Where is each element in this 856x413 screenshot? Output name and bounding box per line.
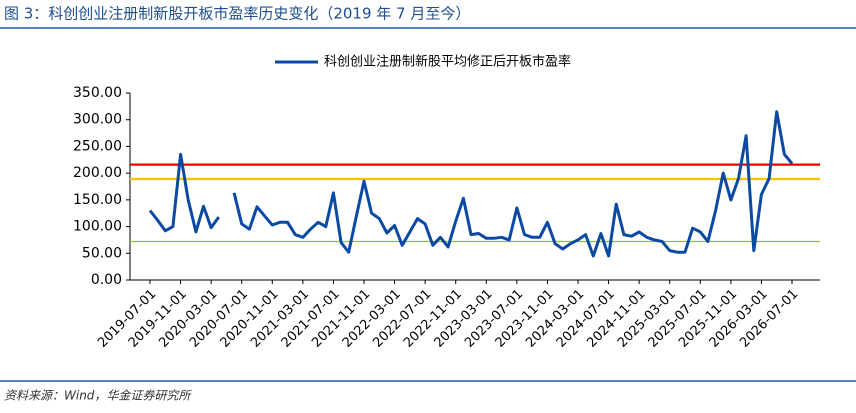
data-line [148,110,794,258]
y-tick-label: 350.00 [73,85,122,101]
y-tick-label: 100.00 [73,219,122,235]
legend-label: 科创创业注册制新股平均修正后开板市盈率 [324,54,571,70]
y-tick-label: 0.00 [91,272,122,288]
y-tick-label: 300.00 [73,112,122,128]
y-tick-label: 250.00 [73,138,122,154]
chart-title: 图 3：科创创业注册制新股开板市盈率历史变化（2019 年 7 月至今） [4,5,470,23]
source-note: 资料来源：Wind，华金证券研究所 [4,389,192,403]
y-tick-label: 150.00 [73,192,122,208]
y-tick-label: 50.00 [82,245,122,261]
y-tick-label: 200.00 [73,165,122,181]
